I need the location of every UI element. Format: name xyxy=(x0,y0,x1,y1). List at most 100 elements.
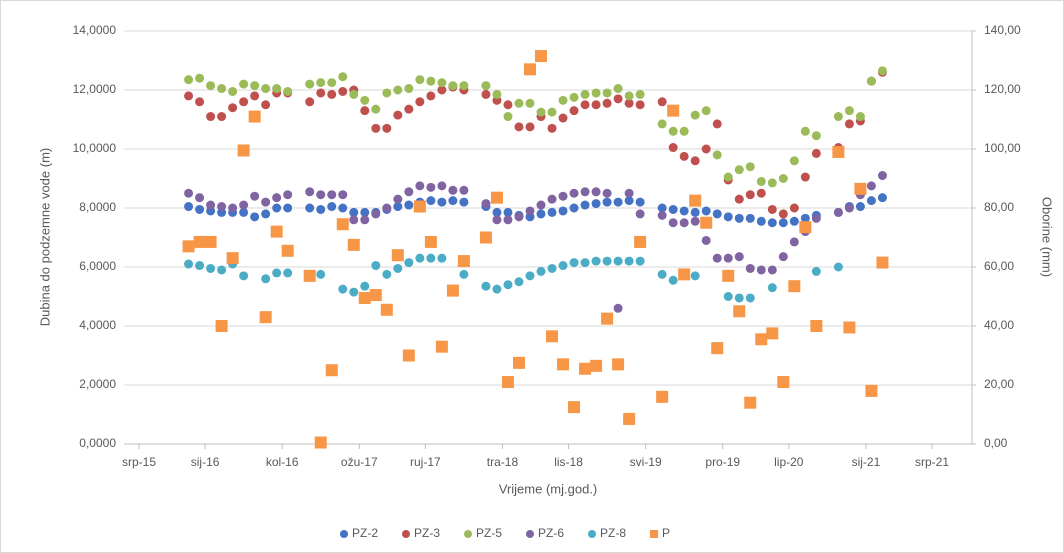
point xyxy=(635,100,645,110)
point xyxy=(250,212,260,222)
point xyxy=(679,126,689,136)
point xyxy=(877,193,887,203)
legend-label: PZ-8 xyxy=(600,526,626,540)
point xyxy=(261,100,271,110)
point xyxy=(347,238,360,251)
point xyxy=(811,148,821,158)
point xyxy=(866,76,876,86)
point xyxy=(226,252,239,265)
point xyxy=(613,197,623,207)
point xyxy=(536,209,546,219)
point xyxy=(799,221,812,234)
point xyxy=(270,225,283,238)
point xyxy=(525,206,535,216)
point xyxy=(250,81,260,91)
point xyxy=(569,188,579,198)
point xyxy=(613,256,623,266)
y2-tick-label: 100,00 xyxy=(984,141,1021,155)
point xyxy=(602,98,612,108)
point xyxy=(195,204,205,214)
point xyxy=(184,91,194,101)
y2-tick-label: 40,00 xyxy=(984,318,1014,332)
point xyxy=(481,81,491,91)
point xyxy=(360,281,370,291)
point xyxy=(668,204,678,214)
point xyxy=(667,104,680,117)
point xyxy=(437,181,447,191)
point xyxy=(195,261,205,271)
point xyxy=(722,269,735,282)
point xyxy=(448,81,458,91)
point xyxy=(657,210,667,220)
point xyxy=(734,194,744,204)
point xyxy=(426,253,436,263)
point xyxy=(206,263,216,273)
point xyxy=(723,172,733,182)
point xyxy=(833,262,843,272)
point xyxy=(380,303,393,316)
point xyxy=(338,86,348,96)
point xyxy=(844,119,854,129)
y-tick-label: 8,0000 xyxy=(79,200,116,214)
point xyxy=(503,207,513,217)
point xyxy=(514,98,524,108)
point xyxy=(613,303,623,313)
point xyxy=(492,215,502,225)
point xyxy=(349,215,359,225)
point xyxy=(624,256,634,266)
point xyxy=(547,207,557,217)
point xyxy=(558,95,568,105)
legend-marker xyxy=(588,530,596,538)
point xyxy=(415,253,425,263)
point xyxy=(206,81,216,91)
x-tick-label: svi-19 xyxy=(630,455,662,469)
point xyxy=(382,88,392,98)
point xyxy=(193,235,206,248)
point xyxy=(481,89,491,99)
legend-marker xyxy=(340,530,348,538)
x-tick-label: ruj-17 xyxy=(410,455,441,469)
point xyxy=(215,320,228,332)
point xyxy=(415,181,425,191)
point xyxy=(448,185,458,195)
point xyxy=(690,271,700,281)
point xyxy=(811,131,821,141)
point xyxy=(217,84,227,94)
point xyxy=(459,81,469,91)
point xyxy=(481,199,491,209)
x-tick-label: tra-18 xyxy=(487,455,519,469)
point xyxy=(459,269,469,279)
x-tick-label: lis-18 xyxy=(554,455,583,469)
point xyxy=(602,88,612,98)
point xyxy=(503,215,513,225)
x-axis-title: Vrijeme (mj.god.) xyxy=(499,481,597,496)
point xyxy=(336,218,349,231)
point xyxy=(283,86,293,96)
point xyxy=(767,265,777,275)
point xyxy=(195,97,205,107)
point xyxy=(788,280,801,293)
point xyxy=(767,178,777,188)
point xyxy=(402,349,415,362)
point xyxy=(745,213,755,223)
point xyxy=(602,188,612,198)
point xyxy=(492,89,502,99)
point xyxy=(305,203,315,213)
point xyxy=(766,327,779,340)
point xyxy=(327,190,337,200)
point xyxy=(679,151,689,161)
point xyxy=(349,89,359,99)
point xyxy=(371,104,381,114)
point xyxy=(634,235,647,248)
point xyxy=(371,261,381,271)
point xyxy=(338,203,348,213)
point xyxy=(525,122,535,132)
legend-label: PZ-3 xyxy=(414,526,440,540)
point xyxy=(413,200,426,213)
point xyxy=(217,202,227,212)
point xyxy=(327,89,337,99)
point xyxy=(523,63,536,76)
point xyxy=(228,203,238,213)
point xyxy=(579,362,592,375)
x-tick-label: kol-16 xyxy=(266,455,299,469)
